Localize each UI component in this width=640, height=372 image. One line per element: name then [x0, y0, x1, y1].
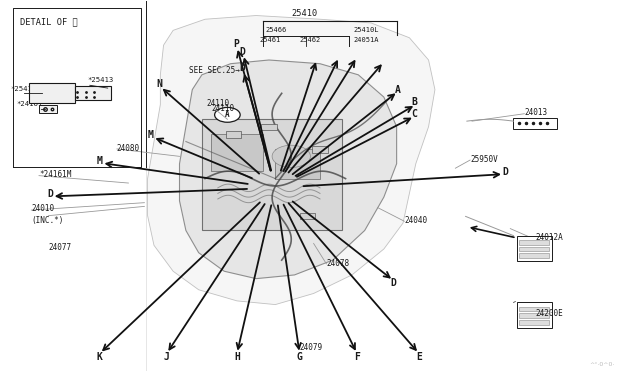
- Bar: [29, 83, 76, 103]
- Bar: [202, 119, 342, 231]
- Text: SEE SEC.25→: SEE SEC.25→: [189, 66, 240, 75]
- Circle shape: [214, 108, 240, 122]
- Bar: [226, 131, 241, 138]
- Text: E: E: [416, 352, 422, 362]
- Text: 25461: 25461: [259, 37, 280, 43]
- Text: P: P: [233, 39, 239, 49]
- Text: B: B: [412, 96, 417, 106]
- Text: M: M: [97, 156, 102, 166]
- Bar: [519, 247, 549, 251]
- Text: D: D: [239, 47, 245, 57]
- Bar: [39, 105, 57, 113]
- Text: C: C: [412, 109, 417, 119]
- Bar: [519, 307, 549, 311]
- Text: A: A: [395, 85, 401, 94]
- PathPatch shape: [148, 16, 435, 305]
- Text: 24012A: 24012A: [536, 233, 564, 243]
- Text: M: M: [148, 130, 154, 140]
- Text: 25410: 25410: [291, 9, 317, 18]
- Bar: [513, 118, 557, 129]
- Text: H: H: [234, 352, 240, 362]
- PathPatch shape: [179, 60, 397, 279]
- Text: 24200E: 24200E: [536, 310, 564, 318]
- Bar: [519, 320, 549, 325]
- Text: 25462: 25462: [300, 37, 321, 43]
- Text: 25466: 25466: [266, 27, 287, 33]
- Text: 24079: 24079: [300, 343, 323, 352]
- Text: 24013: 24013: [524, 108, 547, 117]
- Text: 24110: 24110: [206, 99, 230, 108]
- Text: 24010: 24010: [31, 205, 54, 214]
- Text: ^°·0^0·: ^°·0^0·: [589, 362, 615, 367]
- Bar: [312, 146, 328, 153]
- Text: 24078: 24078: [326, 259, 349, 267]
- Text: 25950V: 25950V: [470, 155, 498, 164]
- Bar: [519, 240, 549, 244]
- Text: J: J: [164, 352, 170, 362]
- Bar: [516, 235, 552, 261]
- Text: *24161M: *24161M: [39, 170, 72, 179]
- Text: D: D: [390, 278, 396, 288]
- Bar: [211, 134, 262, 171]
- Text: K: K: [97, 352, 102, 362]
- Text: 24080: 24080: [117, 144, 140, 153]
- Text: 24077: 24077: [49, 243, 72, 251]
- Text: 25410L: 25410L: [354, 27, 380, 33]
- Text: D: D: [47, 189, 54, 199]
- Bar: [261, 124, 276, 131]
- Text: (INC.*): (INC.*): [31, 216, 64, 225]
- Text: DETAIL OF Ⓐ: DETAIL OF Ⓐ: [20, 17, 77, 26]
- Text: 24110: 24110: [211, 104, 235, 113]
- Bar: [76, 86, 111, 100]
- Text: N: N: [156, 79, 162, 89]
- Text: D: D: [502, 167, 508, 177]
- Text: 24040: 24040: [404, 216, 428, 225]
- Text: *24161: *24161: [17, 101, 43, 107]
- Text: *25413: *25413: [87, 77, 113, 83]
- Text: G: G: [296, 352, 303, 362]
- Text: D: D: [239, 63, 245, 73]
- Circle shape: [272, 145, 310, 167]
- Bar: [275, 149, 320, 179]
- Bar: [300, 213, 315, 219]
- Bar: [519, 253, 549, 258]
- Text: A: A: [225, 110, 230, 119]
- Text: *25411: *25411: [10, 87, 36, 93]
- Bar: [516, 302, 552, 328]
- Text: 24051A: 24051A: [354, 37, 380, 43]
- Text: F: F: [354, 352, 360, 362]
- Bar: [519, 314, 549, 318]
